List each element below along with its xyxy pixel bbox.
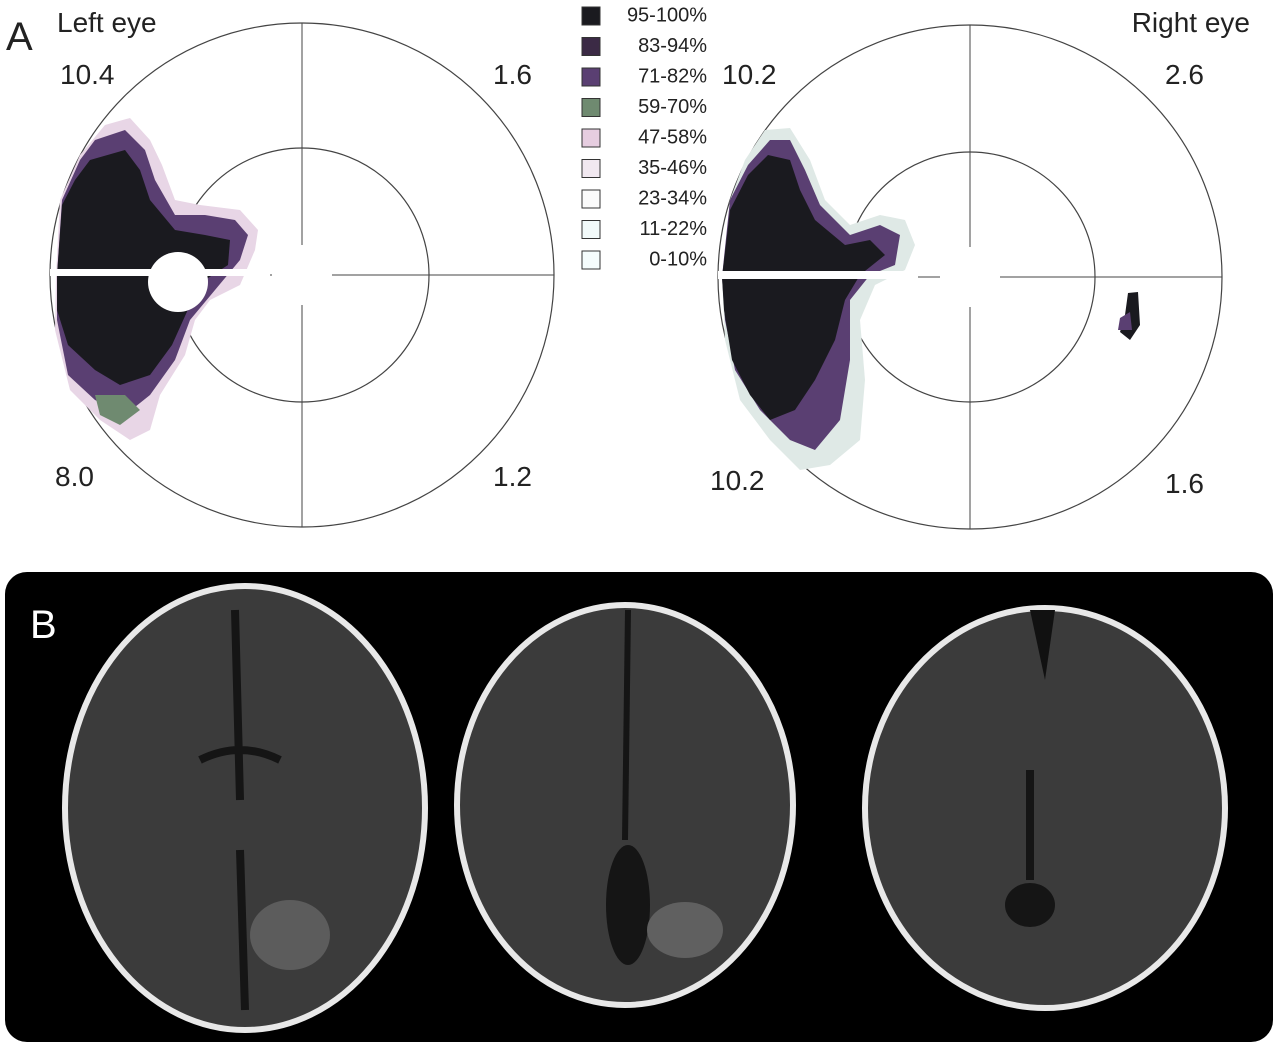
- eye-title: Right eye: [1132, 7, 1250, 38]
- legend-swatch: [581, 250, 601, 270]
- quadrant-value: 8.0: [55, 461, 94, 492]
- legend-swatch: [581, 220, 601, 239]
- quadrant-value: 1.6: [493, 59, 532, 90]
- legend-label: 0-10%: [649, 248, 707, 270]
- legend-label: 83-94%: [638, 35, 707, 57]
- quadrant-value: 10.2: [710, 465, 765, 496]
- legend-swatch: [581, 189, 601, 209]
- legend-swatch: [581, 98, 601, 117]
- legend-label: 11-22%: [640, 218, 708, 240]
- mri-slice: [62, 583, 428, 1033]
- legend-swatch: [581, 128, 601, 148]
- mri-slice: [454, 602, 796, 1008]
- eye-title: Left eye: [57, 7, 157, 38]
- legend-label: 71-82%: [638, 65, 707, 87]
- legend: 95-100% 83-94% 71-82% 59-70% 47-58% 35-46% 23-…: [581, 4, 708, 270]
- panel-label: B: [30, 603, 57, 647]
- panel-label: A: [6, 15, 33, 59]
- legend-swatch: [581, 67, 601, 87]
- quadrant-value: 10.2: [722, 59, 777, 90]
- legend-label: 95-100%: [627, 4, 707, 26]
- legend-label: 47-58%: [638, 126, 707, 148]
- right-visual-field: [717, 24, 1223, 530]
- mri-slice: [862, 605, 1228, 1011]
- left-visual-field: [49, 22, 555, 528]
- legend-swatch: [581, 159, 601, 178]
- quadrant-value: 10.4: [60, 59, 115, 90]
- legend-label: 35-46%: [638, 157, 707, 179]
- legend-label: 23-34%: [638, 187, 707, 209]
- legend-swatch: [581, 37, 601, 56]
- quadrant-value: 2.6: [1165, 59, 1204, 90]
- legend-swatch: [581, 6, 601, 26]
- legend-label: 59-70%: [638, 96, 707, 118]
- quadrant-value: 1.2: [493, 461, 532, 492]
- quadrant-value: 1.6: [1165, 468, 1204, 499]
